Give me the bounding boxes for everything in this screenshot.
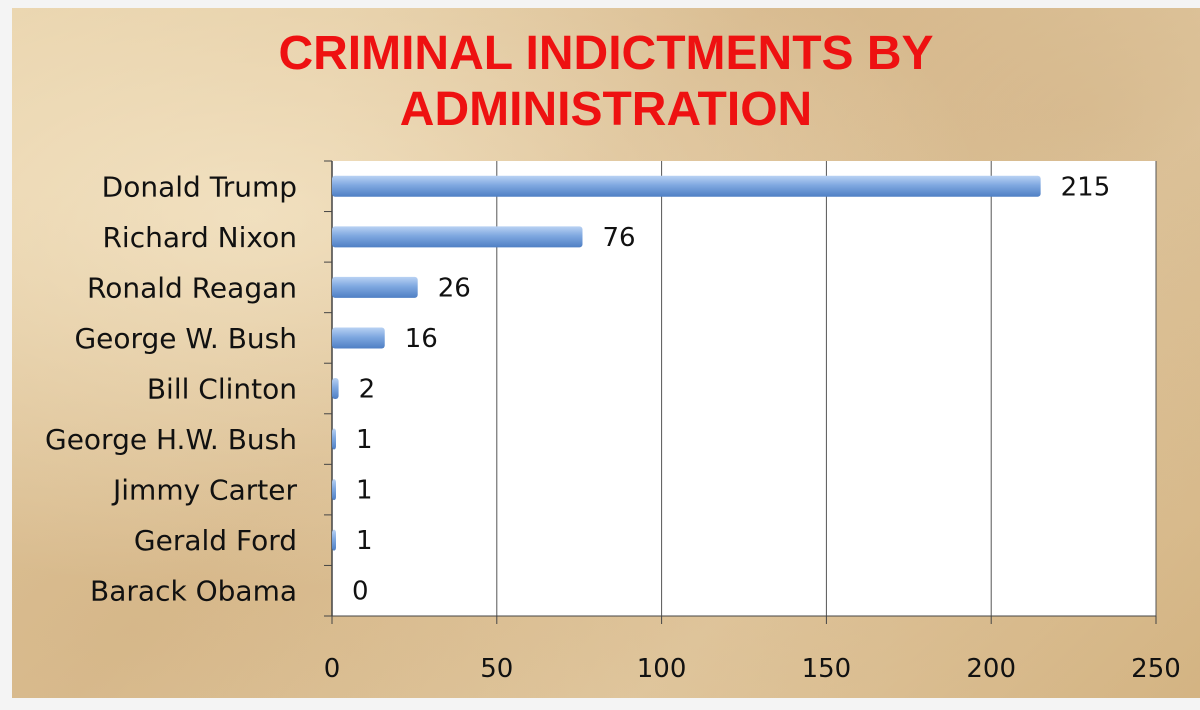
category-label: Gerald Ford [134, 524, 297, 557]
chart-title: CRIMINAL INDICTMENTS BY ADMINISTRATION [12, 26, 1200, 138]
value-label: 1 [356, 476, 373, 506]
bar [332, 428, 336, 450]
category-label: Jimmy Carter [111, 474, 297, 507]
bar [332, 276, 418, 298]
value-label: 16 [405, 324, 438, 354]
x-tick-labels: 0 50 100 150 200 250 [324, 654, 1181, 684]
chart-title-line-2: ADMINISTRATION [399, 83, 813, 136]
value-label: 0 [352, 577, 369, 607]
x-tick-label: 50 [480, 654, 513, 684]
x-tick-label: 100 [637, 654, 687, 684]
x-tick-label: 200 [966, 654, 1016, 684]
category-label: Ronald Reagan [87, 271, 297, 304]
category-labels: Donald Trump Richard Nixon Ronald Reagan Ge… [45, 170, 297, 607]
chart-title-line-1: CRIMINAL INDICTMENTS BY [278, 27, 934, 80]
value-label: 215 [1061, 172, 1111, 202]
bar [332, 378, 339, 399]
category-label: George H.W. Bush [45, 423, 297, 456]
category-label: George W. Bush [74, 322, 297, 355]
x-tick-label: 0 [324, 654, 341, 684]
value-label: 76 [602, 223, 635, 253]
category-label: Donald Trump [102, 170, 297, 203]
value-label: 2 [359, 375, 376, 405]
category-label: Richard Nixon [102, 221, 297, 254]
bar [332, 175, 1041, 197]
x-tick-label: 150 [802, 654, 852, 684]
value-label: 1 [356, 526, 373, 556]
bar [332, 529, 336, 551]
category-label: Bill Clinton [147, 373, 297, 406]
bar [332, 327, 385, 349]
bars [332, 175, 1041, 551]
bar [332, 479, 336, 501]
value-label: 1 [356, 425, 373, 455]
category-label: Barack Obama [90, 575, 297, 608]
bar [332, 226, 583, 248]
value-label: 26 [438, 273, 471, 303]
x-tick-label: 250 [1131, 654, 1181, 684]
